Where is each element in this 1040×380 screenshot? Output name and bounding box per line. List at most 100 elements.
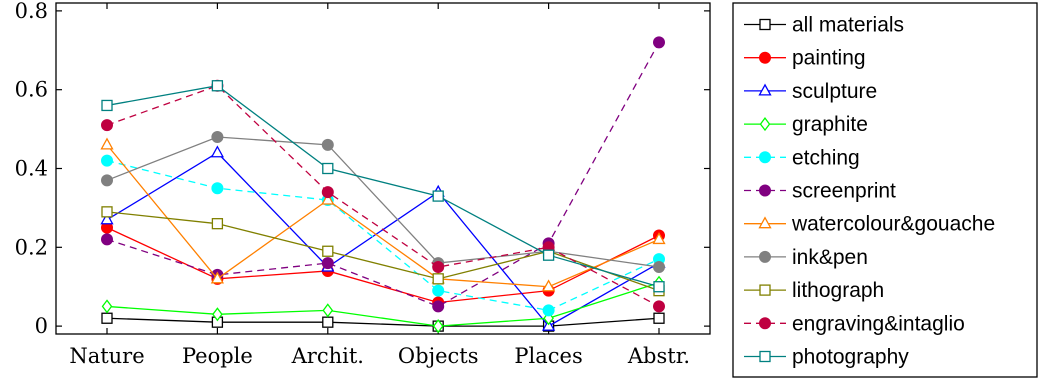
series-photography: [101, 80, 665, 293]
legend-label: lithograph: [792, 279, 884, 302]
x-tick-label: Archit.: [291, 344, 364, 368]
data-point: [211, 80, 224, 92]
data-point: [210, 271, 224, 284]
legend-entry: ink&pen: [744, 246, 868, 269]
legend-marker: [758, 216, 772, 229]
series-ink-pen: [101, 130, 665, 274]
legend-marker: [759, 284, 771, 296]
legend-marker: [758, 83, 772, 96]
data-point: [432, 319, 444, 334]
legend-entry: photography: [744, 346, 909, 369]
y-axis: 0 0.2 0.4 0.6 0.8: [15, 0, 710, 338]
data-point: [322, 245, 334, 257]
data-point: [101, 154, 113, 167]
legend-marker: [759, 350, 771, 363]
data-point: [211, 182, 224, 195]
x-tick-label: Objects: [398, 344, 479, 368]
legend-entry: screenprint: [744, 180, 896, 203]
series-line: [106, 159, 660, 312]
data-point: [542, 304, 555, 317]
series-all-materials: [101, 312, 665, 332]
legend-marker: [759, 151, 771, 164]
legend-label: etching: [792, 146, 860, 169]
legend-label: watercolour&gouache: [791, 213, 995, 236]
data-point: [432, 284, 445, 297]
legend-label: sculpture: [792, 80, 877, 103]
series-watercolour-gouache: [100, 137, 666, 292]
data-point: [653, 36, 665, 49]
data-point: [211, 218, 224, 230]
legend-label: ink&pen: [792, 246, 868, 269]
data-point: [653, 281, 665, 293]
data-point: [212, 307, 223, 322]
legend-label: graphite: [792, 113, 868, 136]
data-point: [432, 261, 445, 274]
x-axis: Nature People Archit. Objects Places Abstr.: [69, 3, 690, 368]
series-line: [106, 42, 660, 308]
legend-label: engraving&intaglio: [792, 312, 965, 335]
data-point: [542, 249, 555, 261]
legend-marker: [759, 51, 771, 64]
series-sculpture: [100, 145, 666, 331]
y-tick-label: 0: [35, 314, 48, 338]
series-line: [106, 211, 660, 292]
data-point: [101, 299, 113, 314]
legend-marker: [759, 250, 771, 263]
series-line: [106, 144, 660, 288]
data-point: [321, 186, 334, 199]
data-point: [101, 312, 113, 324]
data-point: [653, 312, 665, 324]
legend: all materials painting sculpture graphite et…: [744, 14, 995, 369]
series-engraving-intaglio: [101, 79, 665, 313]
x-tick-label: Abstr.: [627, 344, 690, 368]
series-line: [106, 317, 660, 327]
legend-entry: graphite: [744, 113, 868, 136]
data-point: [322, 303, 334, 318]
data-point: [211, 130, 224, 143]
series-line: [106, 227, 660, 304]
data-point: [432, 273, 444, 285]
data-point: [321, 138, 334, 151]
legend-entry: engraving&intaglio: [744, 312, 965, 335]
series-line: [106, 85, 660, 288]
series-line: [106, 85, 660, 307]
data-point: [100, 137, 114, 150]
data-point: [101, 174, 113, 187]
plot-area: [100, 36, 666, 334]
series-line: [106, 136, 660, 268]
legend-entry: lithograph: [744, 279, 884, 302]
legend-label: screenprint: [792, 180, 896, 203]
data-point: [322, 316, 334, 328]
y-tick-label: 0.6: [15, 78, 48, 102]
data-point: [542, 279, 556, 292]
legend-entry: sculpture: [744, 80, 877, 103]
data-point: [653, 261, 665, 274]
data-point: [653, 300, 665, 313]
legend-entry: etching: [744, 146, 860, 169]
data-point: [101, 99, 113, 112]
series-screenprint: [101, 36, 665, 313]
legend-entry: all materials: [744, 14, 904, 37]
legend-marker: [759, 18, 771, 31]
legend-entry: painting: [744, 47, 866, 70]
data-point: [322, 162, 334, 175]
data-point: [321, 192, 335, 205]
data-point: [321, 257, 334, 270]
data-point: [101, 119, 113, 132]
series-etching: [101, 154, 665, 317]
series-line: [106, 282, 660, 327]
legend-marker: [759, 117, 771, 132]
y-tick-label: 0.8: [15, 0, 48, 23]
data-point: [101, 206, 113, 218]
series-lithograph: [101, 206, 665, 297]
plot-frame: [55, 2, 711, 335]
legend-label: photography: [792, 346, 909, 369]
x-tick-label: People: [182, 344, 253, 368]
legend-entry: watercolour&gouache: [744, 213, 995, 236]
y-tick-label: 0.2: [15, 235, 48, 259]
data-point: [101, 233, 113, 246]
data-point: [652, 232, 666, 245]
data-point: [432, 300, 445, 313]
legend-marker: [759, 184, 771, 197]
